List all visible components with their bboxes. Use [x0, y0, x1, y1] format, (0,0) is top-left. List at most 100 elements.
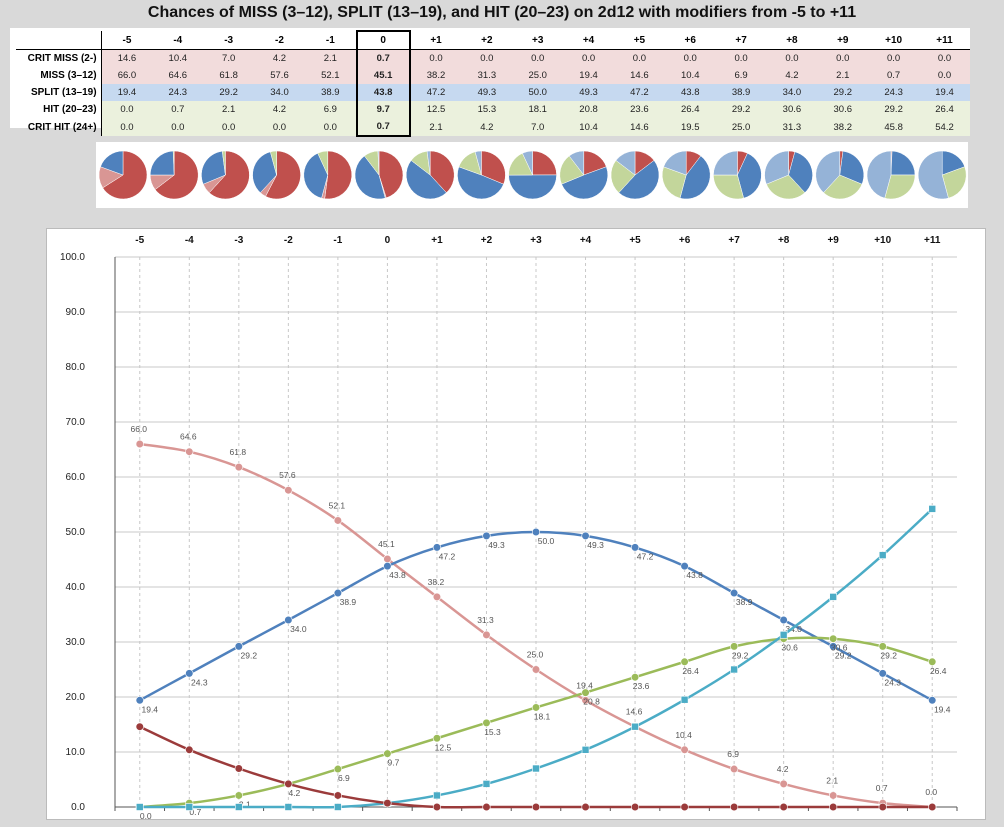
- x-tick-label: -1: [333, 235, 342, 246]
- table-cell: 0.0: [203, 118, 255, 136]
- data-point: [135, 722, 144, 731]
- pie-+6: [661, 150, 711, 200]
- pie-slice: [884, 174, 916, 200]
- table-cell: 4.2: [461, 118, 513, 136]
- data-label: 50.0: [538, 536, 555, 546]
- table-cell: 6.9: [715, 67, 767, 84]
- data-point: [185, 803, 194, 811]
- table-cell: 10.4: [152, 49, 204, 67]
- data-point: [928, 696, 937, 705]
- data-label: 24.3: [884, 677, 901, 687]
- table-row: CRIT MISS (2-) 14.6 10.4 7.0 4.2 2.1 0.7 0.0 0.0…: [16, 49, 970, 67]
- table-header-row: -5 -4 -3 -2 -1 0 +1 +2 +3 +4 +5 +6 +7 +8 +9 +10 +11: [16, 30, 970, 50]
- data-point: [581, 745, 590, 754]
- data-point: [532, 764, 540, 773]
- data-label: 61.8: [230, 447, 247, 457]
- table-cell: 0.0: [152, 118, 204, 136]
- pie-charts: [98, 150, 967, 200]
- table-cell: 10.4: [664, 67, 716, 84]
- pie-+2: [457, 150, 506, 200]
- data-point: [730, 665, 738, 674]
- y-tick-label: 100.0: [60, 252, 85, 263]
- table-cell: 7.0: [512, 118, 564, 136]
- table-cell: 14.6: [101, 49, 153, 67]
- data-point: [234, 791, 243, 800]
- data-label: 30.6: [781, 643, 798, 653]
- pie-slice: [377, 150, 380, 176]
- x-tick-label: +4: [580, 235, 592, 246]
- data-label: 10.4: [675, 730, 692, 740]
- pie-slice: [149, 150, 175, 176]
- row-label: MISS (3–12): [16, 67, 102, 84]
- table-cell: 61.8: [203, 67, 255, 84]
- data-point: [779, 615, 788, 625]
- x-tick-label: +8: [778, 235, 790, 246]
- table-cell: 24.3: [868, 84, 920, 101]
- data-label: 18.1: [534, 711, 551, 721]
- data-label: 29.2: [835, 650, 852, 660]
- data-label: 15.3: [484, 727, 501, 737]
- table-cell: 0.0: [664, 49, 716, 67]
- pie-slice: [615, 150, 636, 176]
- table-cell: 6.9: [304, 101, 357, 118]
- pie-slice: [221, 150, 226, 176]
- table-cell: 31.3: [461, 67, 513, 84]
- table-cell: 4.2: [254, 101, 305, 118]
- pie-slice: [713, 150, 738, 176]
- table-cell: 25.0: [715, 118, 767, 136]
- table-cell: 25.0: [512, 67, 564, 84]
- table-corner: [16, 31, 102, 50]
- data-point: [284, 486, 293, 495]
- row-label: CRIT HIT (24+): [16, 118, 102, 136]
- data-label: 2.1: [826, 775, 838, 785]
- data-label: 25.0: [527, 650, 544, 660]
- table-cell: 0.7: [355, 118, 411, 137]
- pie-+5: [610, 150, 660, 200]
- x-tick-label: +2: [481, 235, 493, 246]
- data-point: [432, 734, 442, 743]
- pie-slice: [766, 174, 806, 200]
- table-cell: 2.1: [409, 118, 462, 136]
- data-label: 49.3: [587, 540, 604, 550]
- pie-0: [354, 150, 404, 200]
- pie-slice: [713, 174, 744, 200]
- data-point: [185, 669, 194, 678]
- data-point: [878, 802, 887, 812]
- data-point: [333, 791, 342, 800]
- data-label: 0.7: [876, 783, 888, 793]
- table-cell: 29.2: [715, 101, 767, 118]
- table-cell: 30.6: [817, 101, 869, 118]
- pie-slice: [737, 152, 762, 199]
- table-cell: 47.2: [409, 84, 462, 101]
- table-cell: 45.8: [868, 118, 920, 136]
- pie-slice: [474, 150, 482, 176]
- table-cell: 38.9: [715, 84, 767, 101]
- data-point: [829, 634, 838, 643]
- y-tick-label: 30.0: [66, 637, 86, 648]
- data-point: [234, 764, 243, 773]
- y-tick-label: 70.0: [66, 417, 86, 428]
- pie-slice: [815, 150, 841, 194]
- data-label: 0.7: [189, 807, 201, 817]
- data-label: 30.6: [831, 643, 848, 653]
- table-cell: 50.0: [512, 84, 564, 101]
- pie-+8: [764, 150, 813, 200]
- data-label: 12.5: [435, 742, 452, 752]
- table-cell: 10.4: [563, 118, 614, 136]
- table-cell: 47.2: [613, 84, 665, 101]
- data-label: 0.0: [140, 811, 152, 819]
- data-label: 47.2: [439, 551, 456, 561]
- data-point: [779, 802, 788, 812]
- table-cell: 29.2: [817, 84, 869, 101]
- data-label: 52.1: [329, 500, 346, 510]
- y-tick-label: 80.0: [66, 362, 86, 373]
- table-cell: 0.0: [304, 118, 357, 136]
- table-cell: 43.8: [664, 84, 716, 101]
- table-cell: 64.6: [152, 67, 204, 84]
- table-cell: 57.6: [254, 67, 305, 84]
- data-point: [878, 642, 887, 651]
- y-tick-label: 60.0: [66, 472, 86, 483]
- column-header: -4: [173, 34, 183, 46]
- pie-slice: [481, 150, 506, 185]
- table-cell: 34.0: [766, 84, 818, 101]
